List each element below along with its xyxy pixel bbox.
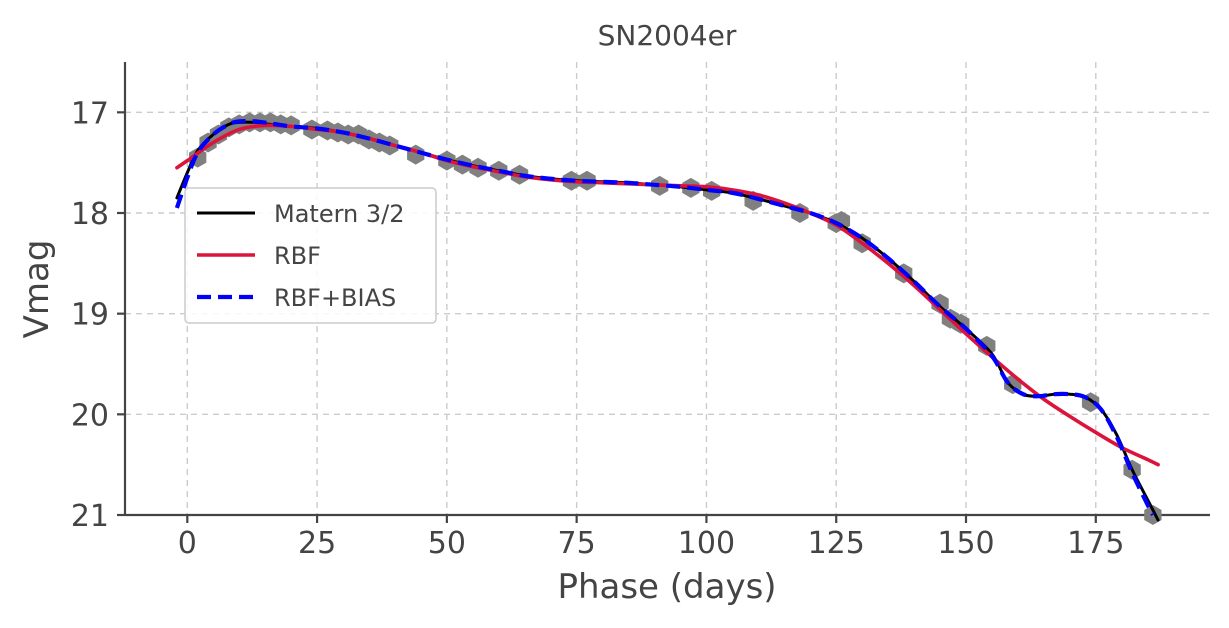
series-line-rbf-bias xyxy=(174,118,1155,516)
x-tick-label: 0 xyxy=(178,526,197,561)
chart-title: SN2004er xyxy=(598,19,737,52)
x-axis-ticks: 0 25 50 75 100 125 150 175 xyxy=(178,515,1124,561)
legend-label-rbf: RBF xyxy=(274,242,321,270)
y-tick-label: 20 xyxy=(71,398,109,433)
x-tick-label: 75 xyxy=(558,526,596,561)
grid xyxy=(125,62,1210,515)
x-tick-label: 175 xyxy=(1067,526,1124,561)
y-axis-label: Vmag xyxy=(17,240,57,339)
x-axis-label: Phase (days) xyxy=(557,567,776,607)
legend-label-rbf-bias: RBF+BIAS xyxy=(274,284,396,312)
model-curves xyxy=(174,118,1160,522)
x-tick-label: 25 xyxy=(298,526,336,561)
y-tick-label: 19 xyxy=(71,298,109,333)
legend: Matern 3/2 RBF RBF+BIAS xyxy=(184,187,437,324)
y-tick-label: 21 xyxy=(71,499,109,534)
y-tick-label: 17 xyxy=(71,96,109,131)
x-tick-label: 150 xyxy=(937,526,994,561)
x-tick-label: 50 xyxy=(428,526,466,561)
axes-spines xyxy=(123,62,1210,517)
x-tick-label: 100 xyxy=(678,526,735,561)
y-tick-label: 18 xyxy=(71,197,109,232)
y-axis-ticks: 17 18 19 20 21 xyxy=(71,96,125,534)
legend-label-matern-3-2: Matern 3/2 xyxy=(274,200,405,228)
x-tick-label: 125 xyxy=(808,526,865,561)
legend-frame xyxy=(184,187,437,324)
